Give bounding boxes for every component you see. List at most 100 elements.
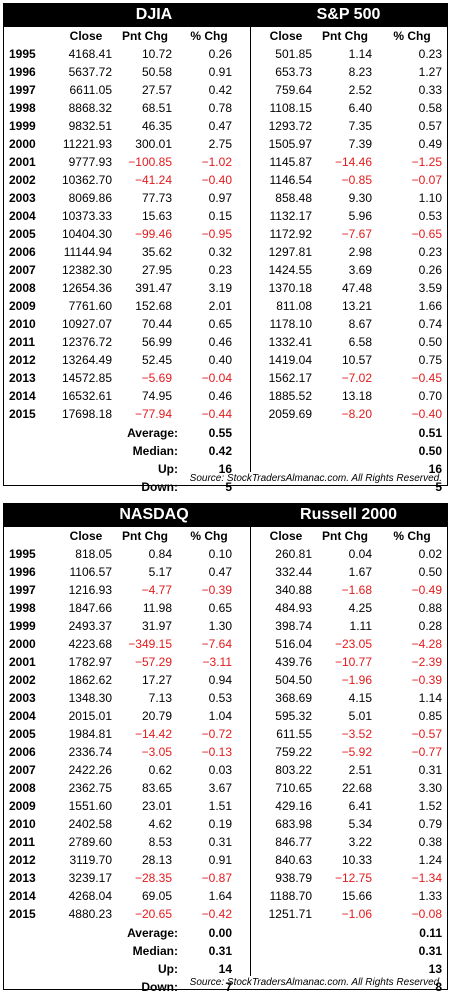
- value-cell: −0.42: [201, 907, 232, 921]
- value-cell: −41.24: [134, 173, 172, 187]
- value-cell: 0.23: [418, 47, 442, 61]
- table-row: 1999 9832.51 46.35 0.47 1293.72 7.35 0.57: [4, 117, 447, 135]
- summary-value-right: 0.50: [418, 444, 442, 458]
- value-cell: 759.22: [275, 745, 312, 759]
- table-row: 2009 1551.60 23.01 1.51 429.16 6.41 1.52: [4, 797, 447, 815]
- table-row: 2007 2422.26 0.62 0.03 803.22 2.51 0.31: [4, 761, 447, 779]
- value-cell: 10927.07: [61, 317, 112, 331]
- year-cell: 2014: [9, 889, 36, 903]
- value-cell: 0.79: [418, 817, 442, 831]
- value-cell: 3.19: [208, 281, 232, 295]
- value-cell: 2422.26: [68, 763, 112, 777]
- value-cell: 1348.30: [68, 691, 112, 705]
- value-cell: −0.39: [411, 673, 442, 687]
- value-cell: 0.62: [148, 763, 172, 777]
- table-row: 2005 1984.81 −14.42 −0.72 611.55 −3.52 −0.57: [4, 725, 447, 743]
- left-index-title: DJIA: [135, 6, 173, 23]
- year-cell: 1999: [9, 119, 36, 133]
- value-cell: 2015.01: [68, 709, 112, 723]
- summary-row: Up: 14 13: [4, 960, 447, 978]
- year-cell: 1998: [9, 601, 36, 615]
- year-cell: 2004: [9, 209, 36, 223]
- value-cell: 0.53: [208, 691, 232, 705]
- value-cell: 3.59: [418, 281, 442, 295]
- year-cell: 2009: [9, 299, 36, 313]
- table-row: 2009 7761.60 152.68 2.01 811.08 13.21 1.66: [4, 297, 447, 315]
- value-cell: 1.24: [418, 853, 442, 867]
- value-cell: −23.05: [334, 637, 372, 651]
- value-cell: 1.33: [418, 889, 442, 903]
- value-cell: 0.40: [208, 353, 232, 367]
- value-cell: 46.35: [141, 119, 172, 133]
- value-cell: 6.41: [348, 799, 372, 813]
- value-cell: −5.92: [341, 745, 372, 759]
- year-cell: 2011: [9, 335, 36, 349]
- value-cell: 484.93: [275, 601, 312, 615]
- table-row: 2000 11221.93 300.01 2.75 1505.97 7.39 0.49: [4, 135, 447, 153]
- column-header: Close: [69, 29, 103, 43]
- value-cell: −10.77: [334, 655, 372, 669]
- value-cell: 10.72: [141, 47, 172, 61]
- year-cell: 2015: [9, 407, 36, 421]
- table-row: 2003 1348.30 7.13 0.53 368.69 4.15 1.14: [4, 689, 447, 707]
- value-cell: 77.73: [141, 191, 172, 205]
- value-cell: 6.40: [348, 101, 372, 115]
- value-cell: 11144.94: [63, 245, 112, 259]
- table-row: 2006 2336.74 −3.05 −0.13 759.22 −5.92 −0.77: [4, 743, 447, 761]
- value-cell: 0.57: [418, 119, 442, 133]
- year-cell: 2001: [9, 655, 36, 669]
- table-row: 2004 2015.01 20.79 1.04 595.32 5.01 0.85: [4, 707, 447, 725]
- value-cell: 74.95: [141, 389, 172, 403]
- value-cell: 0.97: [208, 191, 232, 205]
- value-cell: 7761.60: [68, 299, 112, 313]
- value-cell: 12376.72: [61, 335, 112, 349]
- year-cell: 1998: [9, 101, 36, 115]
- summary-label: Down:: [141, 980, 178, 994]
- value-cell: 1.64: [208, 889, 232, 903]
- value-cell: −100.85: [128, 155, 172, 169]
- column-divider: [250, 527, 251, 976]
- value-cell: 0.26: [418, 263, 442, 277]
- value-cell: 0.65: [208, 317, 232, 331]
- summary-row: Average: 0.55 0.51: [4, 424, 447, 442]
- value-cell: −0.08: [411, 907, 442, 921]
- value-cell: 1.11: [349, 619, 372, 633]
- summary-row: Down: 5 5: [4, 478, 447, 496]
- value-cell: 0.49: [418, 137, 442, 151]
- value-cell: 2493.37: [68, 619, 112, 633]
- year-cell: 2003: [9, 691, 36, 705]
- value-cell: 10.57: [341, 353, 372, 367]
- value-cell: 340.88: [275, 583, 312, 597]
- value-cell: 1332.41: [268, 335, 312, 349]
- value-cell: 23.01: [141, 799, 172, 813]
- value-cell: 9832.51: [68, 119, 112, 133]
- value-cell: 1847.66: [68, 601, 112, 615]
- value-cell: 0.31: [208, 835, 232, 849]
- value-cell: 0.38: [418, 835, 442, 849]
- value-cell: 1.14: [418, 691, 442, 705]
- value-cell: 398.74: [275, 619, 312, 633]
- summary-label: Median:: [132, 944, 178, 958]
- value-cell: 4.15: [348, 691, 372, 705]
- value-cell: 1.30: [208, 619, 232, 633]
- value-cell: 0.50: [418, 565, 442, 579]
- column-header: % Chg: [190, 529, 228, 543]
- year-cell: 2006: [9, 245, 36, 259]
- table-row: 2010 2402.58 4.62 0.19 683.98 5.34 0.79: [4, 815, 447, 833]
- value-cell: 0.32: [208, 245, 232, 259]
- value-cell: 501.85: [275, 47, 312, 61]
- djia-sp500-table: DJIA S&P 500 Close Pnt Chg % Chg Close Pnt Chg…: [3, 3, 448, 494]
- value-cell: 8868.32: [68, 101, 112, 115]
- summary-value-left: 14: [218, 962, 232, 976]
- right-index-title: S&P 500: [316, 6, 381, 23]
- value-cell: 1146.54: [269, 173, 313, 187]
- value-cell: 0.26: [208, 47, 232, 61]
- value-cell: 2059.69: [268, 407, 312, 421]
- value-cell: 1424.55: [268, 263, 312, 277]
- value-cell: 7.39: [348, 137, 372, 151]
- value-cell: 70.44: [141, 317, 172, 331]
- value-cell: 439.76: [275, 655, 312, 669]
- value-cell: −3.52: [341, 727, 372, 741]
- table-row: 2012 3119.70 28.13 0.91 840.63 10.33 1.24: [4, 851, 447, 869]
- summary-row: Median: 0.31 0.31: [4, 942, 447, 960]
